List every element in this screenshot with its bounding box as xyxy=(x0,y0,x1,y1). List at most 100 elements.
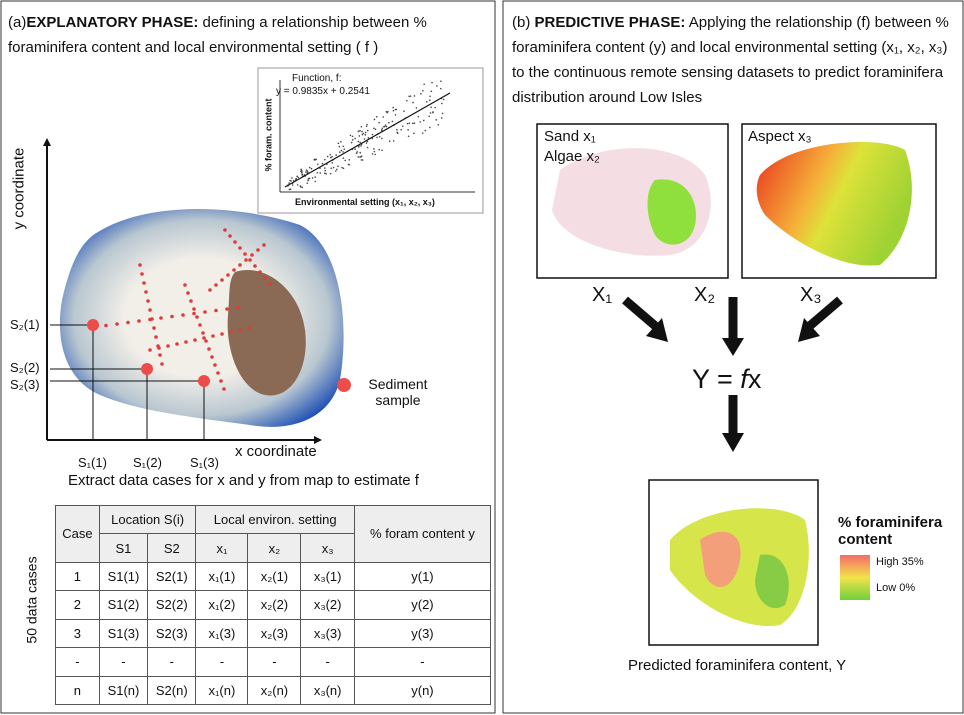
table-cell: x₂(1) xyxy=(248,562,301,590)
transect-dot xyxy=(228,234,232,238)
heading: EXPLANATORY PHASE: xyxy=(26,14,198,31)
table-cell: S1(2) xyxy=(99,591,147,619)
transect-dot xyxy=(202,336,206,340)
scatter-dot xyxy=(297,177,299,179)
transect-dot xyxy=(192,307,196,311)
table-row: ------- xyxy=(56,648,491,676)
scatter-dot xyxy=(396,109,398,111)
x-axis-label: x coordinate xyxy=(235,443,317,460)
transect-dot xyxy=(183,283,187,287)
scatter-dot xyxy=(443,99,445,101)
scatter-dot xyxy=(297,184,299,186)
scatter-dot xyxy=(362,159,364,161)
transect-dot xyxy=(138,263,142,267)
transect-dot xyxy=(236,306,240,310)
transect-dot xyxy=(248,258,252,262)
scatter-dot xyxy=(348,164,350,166)
input-label: X₁ xyxy=(592,284,612,307)
scatter-dot xyxy=(364,134,366,136)
table-cell: S2(n) xyxy=(148,676,196,704)
transect-dot xyxy=(189,299,193,303)
scatter-dot xyxy=(359,152,361,154)
scatter-dot xyxy=(420,93,422,95)
table-cell: x₁(n) xyxy=(196,676,248,704)
legend-gradient xyxy=(840,555,870,600)
page: (a)EXPLANATORY PHASE: defining a relatio… xyxy=(0,0,964,715)
input-label: X₂ xyxy=(694,284,715,307)
transect-dot xyxy=(222,387,226,391)
scatter-dot xyxy=(364,138,366,140)
scatter-dot xyxy=(376,116,378,118)
table-cell: S1(1) xyxy=(99,562,147,590)
table-row: CaseLocation S(i)Local environ. setting%… xyxy=(56,506,491,534)
scatter-dot xyxy=(376,137,378,139)
scatter-dot xyxy=(339,151,341,153)
scatter-dot xyxy=(373,148,375,150)
data-table: CaseLocation S(i)Local environ. setting%… xyxy=(55,505,491,705)
table-cell: x₃(3) xyxy=(301,619,354,647)
transect-dot xyxy=(207,347,211,351)
scatter-dot xyxy=(412,123,414,125)
transect-dot xyxy=(211,334,215,338)
transect-dot xyxy=(216,371,220,375)
scatter-dot xyxy=(441,103,443,105)
table-cell: y(n) xyxy=(354,676,490,704)
scatter-dot xyxy=(393,110,395,112)
scatter-dot xyxy=(338,143,340,145)
scatter-dot xyxy=(330,173,332,175)
scatter-dot xyxy=(296,176,298,178)
scatter-dot xyxy=(357,156,359,158)
scatter-dot xyxy=(295,178,297,180)
inset-title: Function, f: xyxy=(292,73,341,84)
table-cell: x₁(3) xyxy=(196,619,248,647)
label: (b) xyxy=(512,14,530,31)
scatter-dot xyxy=(379,136,381,138)
scatter-dot xyxy=(430,112,432,114)
scatter-dot xyxy=(392,107,394,109)
table-cell: Location S(i) xyxy=(99,506,196,534)
scatter-dot xyxy=(372,153,374,155)
scatter-dot xyxy=(426,101,428,103)
scatter-dot xyxy=(383,116,385,118)
scatter-dot xyxy=(359,142,361,144)
scatter-dot xyxy=(422,90,424,92)
table-cell: x₃(2) xyxy=(301,591,354,619)
table-cell: - xyxy=(148,648,196,676)
scatter-dot xyxy=(386,111,388,113)
scatter-dot xyxy=(375,128,377,130)
transect-dot xyxy=(166,344,170,348)
scatter-dot xyxy=(354,148,356,150)
scatter-dot xyxy=(356,152,358,154)
table-row: 2S1(2)S2(2)x₁(2)x₂(2)x₃(2)y(2) xyxy=(56,591,491,619)
scatter-dot xyxy=(408,135,410,137)
table-cell: y(3) xyxy=(354,619,490,647)
transect-dot xyxy=(253,264,257,268)
transect-dot xyxy=(203,310,207,314)
table-cell: x₂(2) xyxy=(248,591,301,619)
table-cell: x₁(2) xyxy=(196,591,248,619)
scatter-dot xyxy=(314,159,316,161)
transect-dot xyxy=(244,258,248,262)
x-label: S₁(2) xyxy=(133,455,162,470)
transect-dot xyxy=(238,328,242,332)
table-cell: Case xyxy=(56,506,100,563)
scatter-dot xyxy=(396,129,398,131)
transect-dot xyxy=(154,335,158,339)
scatter-dot xyxy=(358,146,360,148)
scatter-dot xyxy=(430,106,432,108)
scatter-dot xyxy=(385,124,387,126)
transect-dot xyxy=(148,348,152,352)
sample xyxy=(141,363,153,375)
scatter-dot xyxy=(361,131,363,133)
scatter-dot xyxy=(366,142,368,144)
scatter-dot xyxy=(288,182,290,184)
transect-dot xyxy=(232,268,236,272)
transect-dot xyxy=(126,321,130,325)
scatter-dot xyxy=(396,131,398,133)
scatter-dot xyxy=(361,126,363,128)
transect-dot xyxy=(208,288,212,292)
transect-dot xyxy=(220,278,224,282)
scatter-dot xyxy=(423,120,425,122)
scatter-dot xyxy=(324,167,326,169)
scatter-dot xyxy=(406,100,408,102)
